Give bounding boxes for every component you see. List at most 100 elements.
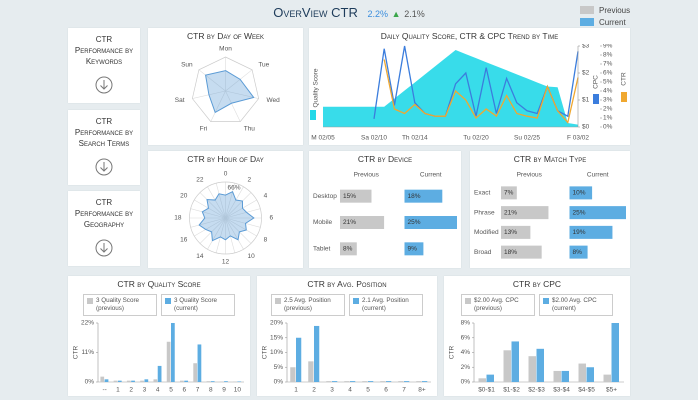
x-tick-label: $3-$4 <box>553 387 570 394</box>
line <box>383 59 579 124</box>
y3-tick-label: 5% <box>603 79 613 86</box>
legend-item: $2.00 Avg. CPC (current) <box>539 294 613 316</box>
y-tick-label: 0% <box>85 379 95 386</box>
category-label: Modified <box>474 229 499 236</box>
y-axis-label: CTR <box>449 346 456 360</box>
axis-label: Wed <box>266 97 280 104</box>
value-label: 10% <box>573 190 586 197</box>
y3-tick-label: 8% <box>603 52 613 59</box>
x-tick-label: 6 <box>182 387 186 394</box>
value-label: 18% <box>408 193 421 200</box>
grid-ring <box>189 181 262 255</box>
panel: CTR by Quality Score 3 Quality Score (pre… <box>68 276 250 396</box>
bar <box>380 381 386 382</box>
bar <box>180 380 184 382</box>
column-header: Previous <box>354 172 380 179</box>
legend-swatch <box>275 298 281 304</box>
x-tick-label: 7 <box>402 387 406 394</box>
legend-swatch <box>310 110 316 120</box>
x-tick-label: Th 02/14 <box>402 135 428 142</box>
axis-label: 18 <box>174 215 182 222</box>
value-label: 9% <box>408 246 418 253</box>
page-title: OverView CTR <box>273 5 358 20</box>
bar <box>206 381 211 382</box>
x-tick-label: 10 <box>234 387 242 394</box>
value-label: 15% <box>343 193 356 200</box>
nav-card[interactable]: CTR Performance by Keywords <box>68 28 140 103</box>
x-tick-label: 8+ <box>418 387 426 394</box>
panel: CTR by CPC $2.00 Avg. CPC (previous) $2.00… <box>444 276 630 396</box>
spoke <box>225 69 253 92</box>
x-tick-label: $1-$2 <box>503 387 520 394</box>
y3-tick-label: 0% <box>603 124 613 131</box>
polar-area <box>198 190 255 242</box>
bar <box>296 337 302 382</box>
y2-tick-label: $3 <box>582 44 590 50</box>
spoke <box>225 208 261 219</box>
bar <box>340 189 372 203</box>
bar <box>166 341 171 382</box>
spoke <box>225 217 261 228</box>
bar <box>404 242 424 256</box>
chart-title: Daily Quality Score, CTR & CPC Trend by … <box>380 31 559 41</box>
legend-item: 3 Quality Score (current) <box>161 294 235 316</box>
bar <box>193 363 198 382</box>
nav-card[interactable]: CTR Performance by Search Terms <box>68 110 140 185</box>
spoke <box>225 192 252 219</box>
x-tick-label: $4-$5 <box>578 387 595 394</box>
value-label: 19% <box>573 229 586 236</box>
panel: CTR by Match Type Previous Current Exact 7% 1… <box>470 151 630 268</box>
grid-ring <box>191 56 260 122</box>
x-tick-label: 3 <box>143 387 147 394</box>
value-label: 25% <box>573 209 586 216</box>
category-label: Exact <box>474 190 490 197</box>
down-icon <box>95 239 113 257</box>
x-tick-label: 8 <box>209 387 213 394</box>
bar <box>528 356 536 382</box>
bar <box>569 245 588 259</box>
legend-swatch <box>353 298 359 304</box>
column-header: Current <box>587 172 609 179</box>
x-tick-label: Tu 02/20 <box>463 135 489 142</box>
chart: CTR 0% 2% 4% 6% 8% $0-$1 $1-$2 $2-$3 $3-$4 $4-$5 $5… <box>449 320 624 394</box>
spoke <box>225 199 257 219</box>
bar <box>404 216 457 229</box>
chart-title: CTR by Day of Week <box>187 31 264 41</box>
y-tick-label: 2% <box>461 364 471 371</box>
axis-label: 6 <box>270 215 274 222</box>
legend-item: $2.00 Avg. CPC (previous) <box>461 294 535 316</box>
bar <box>326 381 332 382</box>
x-tick-label: 5 <box>169 387 173 394</box>
axis-label: Fri <box>200 126 208 133</box>
x-tick-label: 3 <box>330 387 334 394</box>
category-label: Desktop <box>313 193 337 200</box>
x-tick-label: 1 <box>116 387 120 394</box>
radial-tick-label: 66% <box>228 185 241 192</box>
x-tick-label: 2 <box>129 387 133 394</box>
axis-label: Sun <box>181 62 193 69</box>
trend-arrow: ▲ <box>391 9 401 19</box>
value-label: 21% <box>343 219 356 226</box>
bar <box>344 381 350 382</box>
bar <box>569 225 613 239</box>
chart: Mon Tue Wed Thu Fri Sat Sun <box>175 46 280 133</box>
legend-item: 2.5 Avg. Position (previous) <box>271 294 345 316</box>
axis-label: 20 <box>180 193 188 200</box>
axis-label: Sat <box>175 97 185 104</box>
bar <box>308 361 314 382</box>
panel: Daily Quality Score, CTR & CPC Trend by … <box>309 28 630 145</box>
axis-label: 14 <box>196 253 204 260</box>
header: OverView CTR 2.2% ▲ 2.1% <box>0 5 698 20</box>
chart: CTR 0% 11% 22% -- 1 2 3 4 5 6 7 8 9 10 <box>73 320 244 394</box>
bar <box>368 381 374 382</box>
legend-swatch <box>165 298 171 304</box>
spoke <box>190 208 226 219</box>
x-tick-label: Sa 02/10 <box>361 135 387 142</box>
bar <box>416 381 422 382</box>
radar-area <box>204 70 255 114</box>
nav-card[interactable]: CTR Performance by Geography <box>68 191 140 266</box>
legend-label: $2.00 Avg. CPC (previous) <box>474 297 519 312</box>
chart: Previous Current Exact 7% 10% Phrase 21% 25% Mod… <box>474 172 626 259</box>
legend-swatch <box>543 298 549 304</box>
y-axis-label: CTR <box>262 346 269 360</box>
